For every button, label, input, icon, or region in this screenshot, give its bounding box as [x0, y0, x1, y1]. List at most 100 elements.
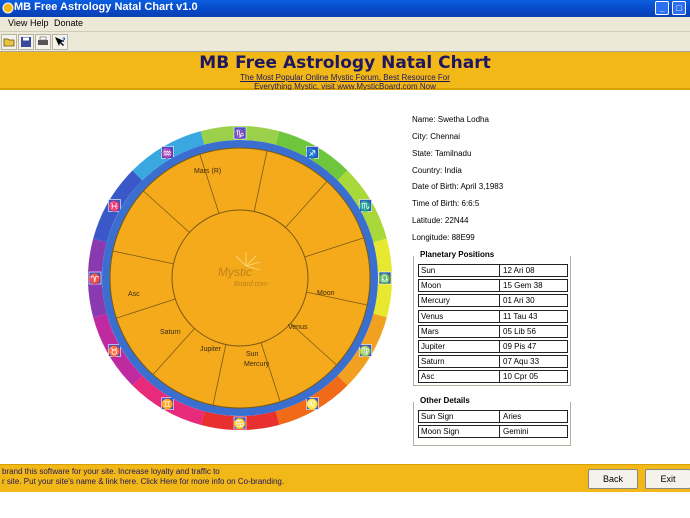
other-detail-value: Gemini	[503, 427, 529, 436]
planet-row: Jupiter 09 Pis 47	[418, 340, 568, 353]
menu-help[interactable]: Help	[30, 18, 49, 28]
planet-position: 09 Pis 47	[503, 342, 537, 351]
zodiac-sign-icon: ♋	[234, 417, 246, 430]
house-divider	[285, 181, 328, 228]
exit-button[interactable]: Exit	[645, 469, 690, 489]
house-dividers	[112, 150, 368, 406]
house-label-venus: Venus	[288, 324, 308, 331]
detail-name: Name: Swetha Lodha	[412, 115, 489, 124]
planet-position: 12 Ari 08	[503, 266, 535, 275]
detail-city: City: Chennai	[412, 132, 461, 141]
print-button[interactable]	[35, 34, 51, 50]
detail-tob: Time of Birth: 6:6:5	[412, 199, 480, 208]
planet-row: Moon 15 Gem 38	[418, 279, 568, 293]
planetary-positions-group: Planetary Positions Sun 12 Ari 08 Moon 15 G…	[413, 250, 571, 386]
page-title: MB Free Astrology Natal Chart	[199, 53, 491, 73]
house-label-sun: Sun	[246, 351, 259, 358]
row-divider	[499, 265, 500, 276]
house-divider	[304, 237, 364, 258]
planet-name: Sun	[421, 266, 436, 275]
zodiac-sign-icon: ♌	[306, 398, 318, 411]
row-divider	[499, 356, 500, 368]
house-label-saturn: Saturn	[160, 329, 181, 336]
planet-name: Jupiter	[421, 342, 446, 351]
zodiac-badge	[88, 271, 102, 285]
detail-state: State: Tamilnadu	[412, 149, 472, 158]
planet-position: 15 Gem 38	[503, 281, 543, 291]
row-divider	[499, 310, 500, 322]
menu-bar: View Help Donate	[0, 17, 690, 32]
zodiac-badge	[359, 199, 372, 212]
house-divider	[253, 150, 268, 212]
inner-circle	[171, 209, 309, 347]
zodiac-badge	[306, 397, 319, 410]
zodiac-sign-icon: ♒	[161, 146, 173, 159]
other-detail-value: Aries	[503, 412, 522, 421]
minimize-button[interactable]: _	[655, 1, 669, 15]
menu-donate[interactable]: Donate	[54, 18, 84, 28]
zodiac-badge	[306, 146, 319, 159]
back-button[interactable]: Back	[588, 469, 638, 489]
zodiac-sign-icon: ♐	[306, 146, 318, 159]
house-divider	[212, 344, 227, 406]
detail-dob: Date of Birth: April 3,1983	[412, 182, 504, 191]
cobranding-bar: brand this software for your site. Incre…	[0, 464, 690, 492]
planet-name: Asc	[421, 372, 435, 382]
planet-position: 07 Aqu 33	[503, 357, 540, 367]
planet-position: 01 Ari 30	[503, 296, 535, 306]
house-divider	[290, 323, 337, 366]
help-icon: ?	[55, 37, 66, 46]
other-details-title: Other Details	[418, 396, 472, 405]
maximize-button[interactable]: □	[672, 1, 686, 15]
ring-band	[102, 140, 378, 416]
row-divider	[499, 280, 500, 292]
promo-link-line2[interactable]: Everything Mystic, visit www.MysticBoard…	[254, 82, 436, 91]
open-button[interactable]	[1, 34, 17, 50]
planet-row: Saturn 07 Aqu 33	[418, 355, 568, 369]
house-label-mercury: Mercury	[244, 361, 270, 368]
logo-text-2: Board.com	[234, 281, 268, 288]
row-divider	[499, 426, 500, 437]
house-label-jupiter: Jupiter	[200, 346, 222, 353]
house-divider	[112, 250, 174, 265]
save-icon	[21, 37, 31, 47]
print-icon	[38, 36, 48, 45]
planet-position: 11 Tau 43	[503, 311, 538, 321]
planet-position: 05 Lib 56	[503, 326, 536, 336]
menu-view[interactable]: View	[8, 18, 28, 28]
zodiac-sign-icon: ♎	[379, 272, 391, 285]
house-label-mars: Mars (R)	[194, 168, 221, 175]
house-label-asc: Asc	[128, 291, 140, 298]
title-bar[interactable]: MB Free Astrology Natal Chart v1.0 _ □	[0, 0, 690, 17]
zodiac-sign-icon: ♊	[161, 398, 173, 411]
house-divider	[116, 298, 176, 319]
row-divider	[499, 341, 500, 352]
center-logo: Mystic Board.com	[218, 252, 268, 288]
detail-country: Country: India	[412, 166, 462, 175]
cobrand-link[interactable]: r site. Put your site's name & link here…	[2, 477, 285, 486]
planet-position: 10 Cpr 05	[503, 372, 539, 382]
house-divider	[143, 190, 190, 233]
row-divider	[499, 411, 500, 422]
zodiac-badge	[108, 199, 121, 212]
zodiac-badge	[108, 344, 121, 357]
zodiac-badge	[161, 146, 174, 159]
natal-chart: ♑ ♐ ♏ ♎ ♍ ♌ ♋ ♊ ♉ ♈ ♓ ♒ Mystic Board.com Mars (R) A…	[88, 126, 392, 430]
detail-latitude: Latitude: 22N44	[412, 216, 469, 225]
zodiac-sign-icon: ♓	[108, 200, 120, 213]
help-button[interactable]: ?	[52, 34, 68, 50]
save-button[interactable]	[18, 34, 34, 50]
zodiac-sign-icon: ♉	[108, 345, 120, 358]
status-area	[0, 492, 690, 518]
house-divider	[260, 342, 281, 402]
window-title: MB Free Astrology Natal Chart v1.0	[14, 1, 198, 13]
planet-row: Mercury 01 Ari 30	[418, 294, 568, 308]
other-detail-name: Sun Sign	[421, 412, 454, 421]
promo-link-line1[interactable]: The Most Popular Online Mystic Forum, Be…	[240, 73, 450, 82]
zodiac-sign-icon: ♈	[89, 272, 101, 285]
zodiac-badge	[233, 416, 247, 430]
detail-longitude: Longitude: 88E99	[412, 233, 475, 242]
other-detail-row: Moon Sign Gemini	[418, 425, 568, 438]
planet-name: Venus	[421, 311, 444, 321]
